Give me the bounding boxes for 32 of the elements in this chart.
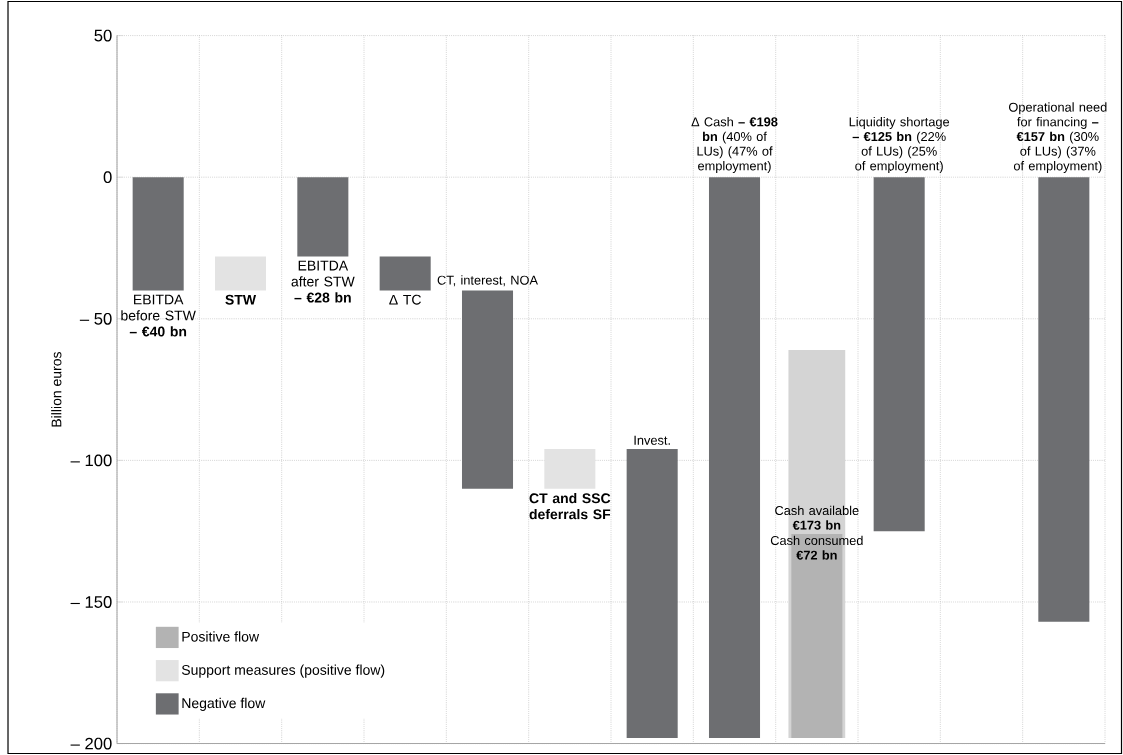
bar xyxy=(132,177,184,291)
x-tick-label: Invest. xyxy=(634,435,670,445)
legend-label: Support measures (positive flow) xyxy=(181,664,385,678)
x-tick-label: CT and SSC deferrals SF xyxy=(529,492,611,520)
category-label: Δ Cash – €198 bn (40% of LUs) (47% of employment) xyxy=(691,117,778,173)
bar xyxy=(214,256,267,291)
y-tick-label: – 150 xyxy=(70,596,112,608)
category-label: Operational need for financing – €157 bn (30% of LUs) (37% of employment) xyxy=(1008,102,1107,173)
legend-label: Negative flow xyxy=(182,697,266,711)
bar xyxy=(461,290,514,489)
x-tick-label: Δ TC xyxy=(389,294,421,305)
x-tick-label: STW xyxy=(225,294,257,305)
annotation: Cash available €173 bn xyxy=(775,505,859,530)
bar xyxy=(544,449,596,489)
bar xyxy=(873,177,925,532)
bar xyxy=(708,177,761,738)
y-tick-label: – 100 xyxy=(70,454,112,467)
bar xyxy=(379,256,431,291)
bar xyxy=(297,177,349,257)
bar xyxy=(626,449,678,738)
x-tick-label: EBITDA before STW – €40 bn xyxy=(121,294,196,337)
x-tick-label: EBITDA after STW – €28 bn xyxy=(291,260,355,303)
x-tick-label: CT, interest, NOA xyxy=(437,275,538,287)
y-axis-title: Billion euros xyxy=(51,352,62,427)
x-tick-label: Cash consumed €72 bn xyxy=(770,535,863,560)
y-tick-label: 50 xyxy=(94,29,112,42)
y-tick-label: 0 xyxy=(103,171,112,184)
x-tick-label: Liquidity shortage – €125 bn (22% of LUs) (25% of employment) xyxy=(849,117,950,173)
legend-label: Positive flow xyxy=(182,631,260,642)
y-tick-label: – 50 xyxy=(79,312,112,325)
bar xyxy=(1038,177,1090,622)
y-tick-label: – 200 xyxy=(70,737,112,750)
